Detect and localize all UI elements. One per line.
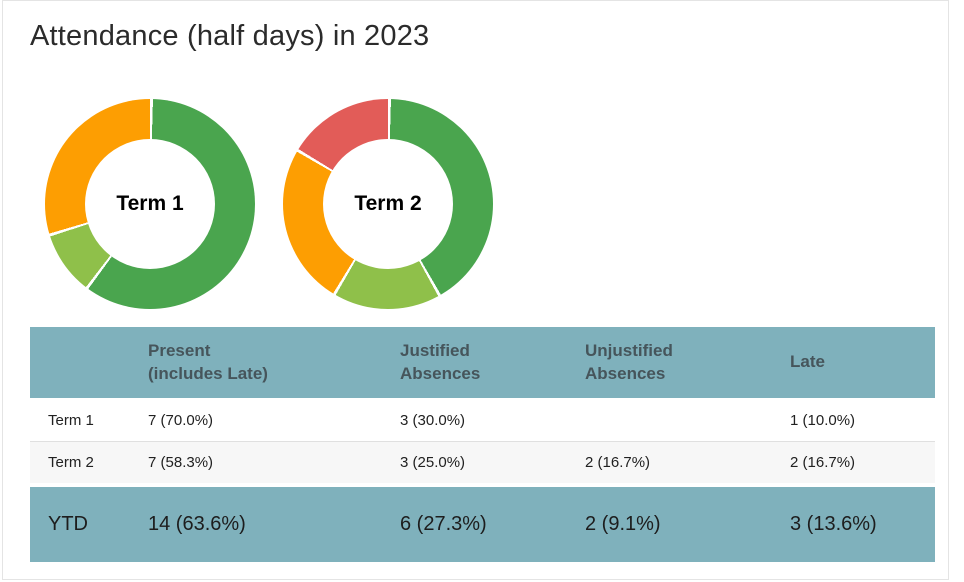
donut-hole: Term 1 xyxy=(85,139,215,269)
column-header-justified-absences: Justified Absences xyxy=(400,340,481,383)
cell-late: 1 (10.0%) xyxy=(790,412,856,429)
cell-justified-absences: 6 (27.3%) xyxy=(400,513,487,535)
donut-hole: Term 2 xyxy=(323,139,453,269)
row-label: YTD xyxy=(48,513,88,535)
column-header-present: Present (includes Late) xyxy=(148,340,268,383)
cell-unjustified-absences: 2 (9.1%) xyxy=(585,513,661,535)
donut-chart-term-1: Term 1 xyxy=(45,99,255,309)
attendance-table: Present (includes Late) Justified Absenc… xyxy=(30,327,935,562)
cell-late: 2 (16.7%) xyxy=(790,454,856,471)
cell-present: 7 (58.3%) xyxy=(148,454,214,471)
donut-chart-term-2: Term 2 xyxy=(283,99,493,309)
table-row-ytd: YTD 14 (63.6%) 6 (27.3%) 2 (9.1%) 3 (13.… xyxy=(30,487,935,562)
table-row-term-2: Term 2 7 (58.3%) 3 (25.0%) 2 (16.7%) 2 (… xyxy=(30,441,935,483)
column-header-unjustified-absences: Unjustified Absences xyxy=(585,340,673,383)
donut-label-term-1: Term 1 xyxy=(116,192,184,215)
cell-present: 14 (63.6%) xyxy=(148,513,246,535)
table-row-term-1: Term 1 7 (70.0%) 3 (30.0%) 1 (10.0%) xyxy=(30,400,935,441)
page-title: Attendance (half days) in 2023 xyxy=(30,20,430,52)
donut-label-term-2: Term 2 xyxy=(354,192,422,215)
column-header-late: Late xyxy=(790,352,825,372)
row-label: Term 1 xyxy=(48,412,94,429)
cell-justified-absences: 3 (25.0%) xyxy=(400,454,466,471)
cell-unjustified-absences: 2 (16.7%) xyxy=(585,454,651,471)
row-label: Term 2 xyxy=(48,454,94,471)
table-header-row: Present (includes Late) Justified Absenc… xyxy=(30,327,935,398)
cell-late: 3 (13.6%) xyxy=(790,513,877,535)
cell-justified-absences: 3 (30.0%) xyxy=(400,412,466,429)
cell-present: 7 (70.0%) xyxy=(148,412,214,429)
